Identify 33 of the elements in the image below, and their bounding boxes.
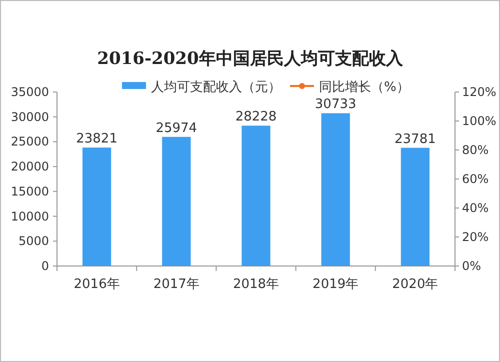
y2-tick-label: 120% [462,85,496,99]
x-tick-label: 2020年 [392,277,438,292]
y2-tick-label: 100% [462,114,496,128]
y2-tick-label: 20% [462,230,489,244]
data-label: 23821 [76,132,118,147]
data-label: 25974 [156,120,198,136]
y2-tick-label: 60% [462,172,489,186]
legend-label: 人均可支配收入（元） [151,80,281,95]
y-tick-label: 10000 [10,209,49,224]
bar [400,148,430,266]
data-label: 30733 [314,97,356,112]
x-tick-label: 2018年 [232,277,280,292]
bar [242,126,270,266]
y-tick-label: 5000 [18,234,49,248]
y-tick-label: 35000 [10,85,49,99]
y2-tick-label: 40% [462,201,489,215]
bar [162,136,191,266]
y-tick-label: 20000 [10,160,49,174]
bar [82,148,112,266]
x-tick-label: 2019年 [312,277,359,292]
legend-label: 同比增长（%） [319,80,410,95]
x-tick-label: 2017年 [153,277,200,292]
y-tick-label: 25000 [10,134,49,149]
y2-tick-label: 80% [462,143,489,157]
chart-title: 2016-2020年中国居民人均可支配收入 [97,49,404,69]
y-tick-label: 0 [41,259,49,273]
y2-tick-label: 0% [462,259,482,273]
y-tick-label: 30000 [10,110,49,124]
y-tick-label: 15000 [10,184,49,198]
data-label: 28228 [235,110,277,125]
x-tick-label: 2016年 [74,277,120,292]
bar [321,113,350,266]
data-label: 23781 [394,132,436,147]
